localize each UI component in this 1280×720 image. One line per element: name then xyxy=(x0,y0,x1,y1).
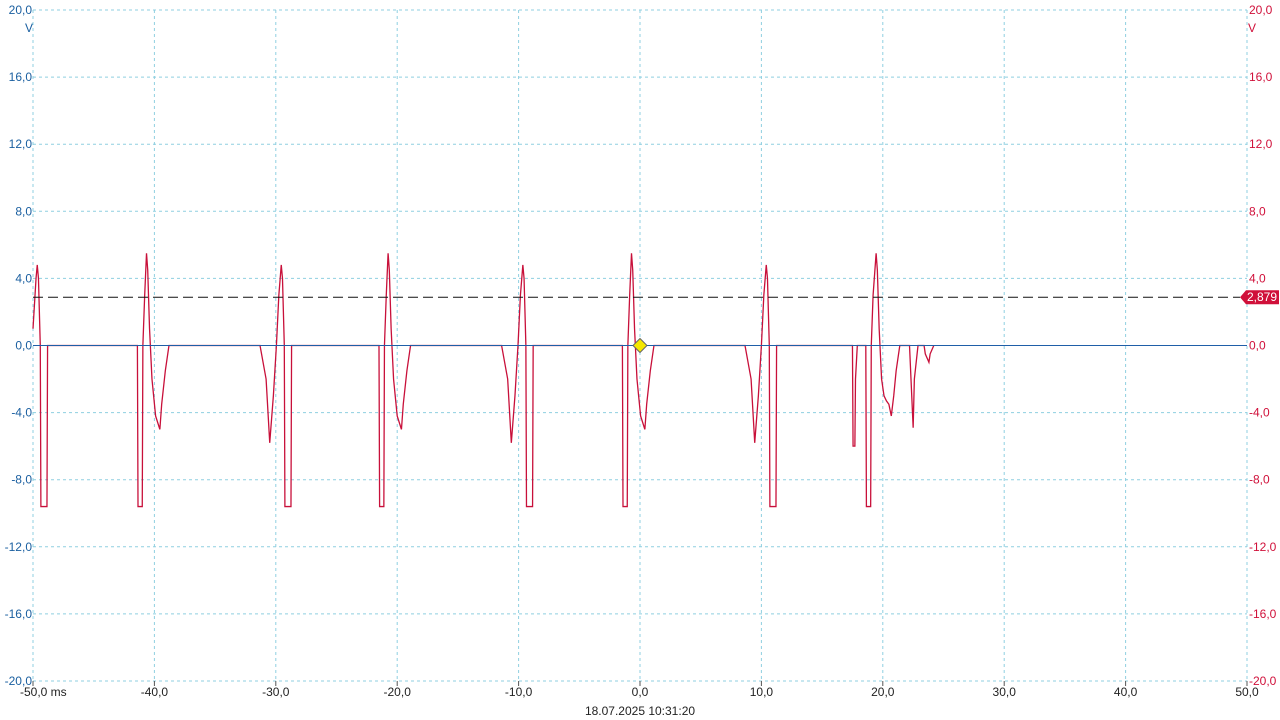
y2-tick-label: -20,0 xyxy=(1249,674,1277,688)
y-tick-label: 4,0 xyxy=(15,271,32,285)
y2-tick-label: 20,0 xyxy=(1249,3,1273,17)
timestamp: 18.07.2025 10:31:20 xyxy=(585,704,695,718)
y-tick-label: -20,0 xyxy=(5,674,33,688)
y-unit: V xyxy=(25,21,33,35)
y-tick-label: 12,0 xyxy=(9,137,33,151)
y-tick-label: -4,0 xyxy=(11,406,32,420)
x-tick-label: 50,0 xyxy=(1235,685,1259,699)
y-tick-label: 8,0 xyxy=(15,204,32,218)
cursor-tag xyxy=(1240,290,1279,305)
x-tick-label: -20,0 xyxy=(384,685,412,699)
x-tick-label: 10,0 xyxy=(750,685,774,699)
y-tick-label: -8,0 xyxy=(11,473,32,487)
x-tick-label: -30,0 xyxy=(262,685,290,699)
x-tick-label: 20,0 xyxy=(871,685,895,699)
x-tick-label: -10,0 xyxy=(505,685,533,699)
y-tick-label: 20,0 xyxy=(9,3,33,17)
y2-tick-label: -4,0 xyxy=(1249,406,1270,420)
y-tick-label: -12,0 xyxy=(5,540,33,554)
x-tick-label: 0,0 xyxy=(632,685,649,699)
y2-tick-label: -12,0 xyxy=(1249,540,1277,554)
x-tick-label: -40,0 xyxy=(141,685,169,699)
y2-tick-label: 4,0 xyxy=(1249,271,1266,285)
y2-tick-label: 16,0 xyxy=(1249,70,1273,84)
y2-unit: V xyxy=(1248,21,1256,35)
y2-tick-label: -16,0 xyxy=(1249,607,1277,621)
y2-tick-label: 0,0 xyxy=(1249,339,1266,353)
x-tick-label: 40,0 xyxy=(1114,685,1138,699)
x-tick-label: -50,0 ms xyxy=(20,685,67,699)
trigger-marker xyxy=(632,337,648,354)
y2-tick-label: 8,0 xyxy=(1249,204,1266,218)
x-tick-label: 30,0 xyxy=(993,685,1017,699)
y-tick-label: -16,0 xyxy=(5,607,33,621)
y-tick-label: 0,0 xyxy=(15,339,32,353)
y2-tick-label: 12,0 xyxy=(1249,137,1273,151)
y2-tick-label: -8,0 xyxy=(1249,473,1270,487)
cursor-label: 2,879 xyxy=(1247,290,1277,304)
y-tick-label: 16,0 xyxy=(9,70,33,84)
trace xyxy=(32,253,935,508)
